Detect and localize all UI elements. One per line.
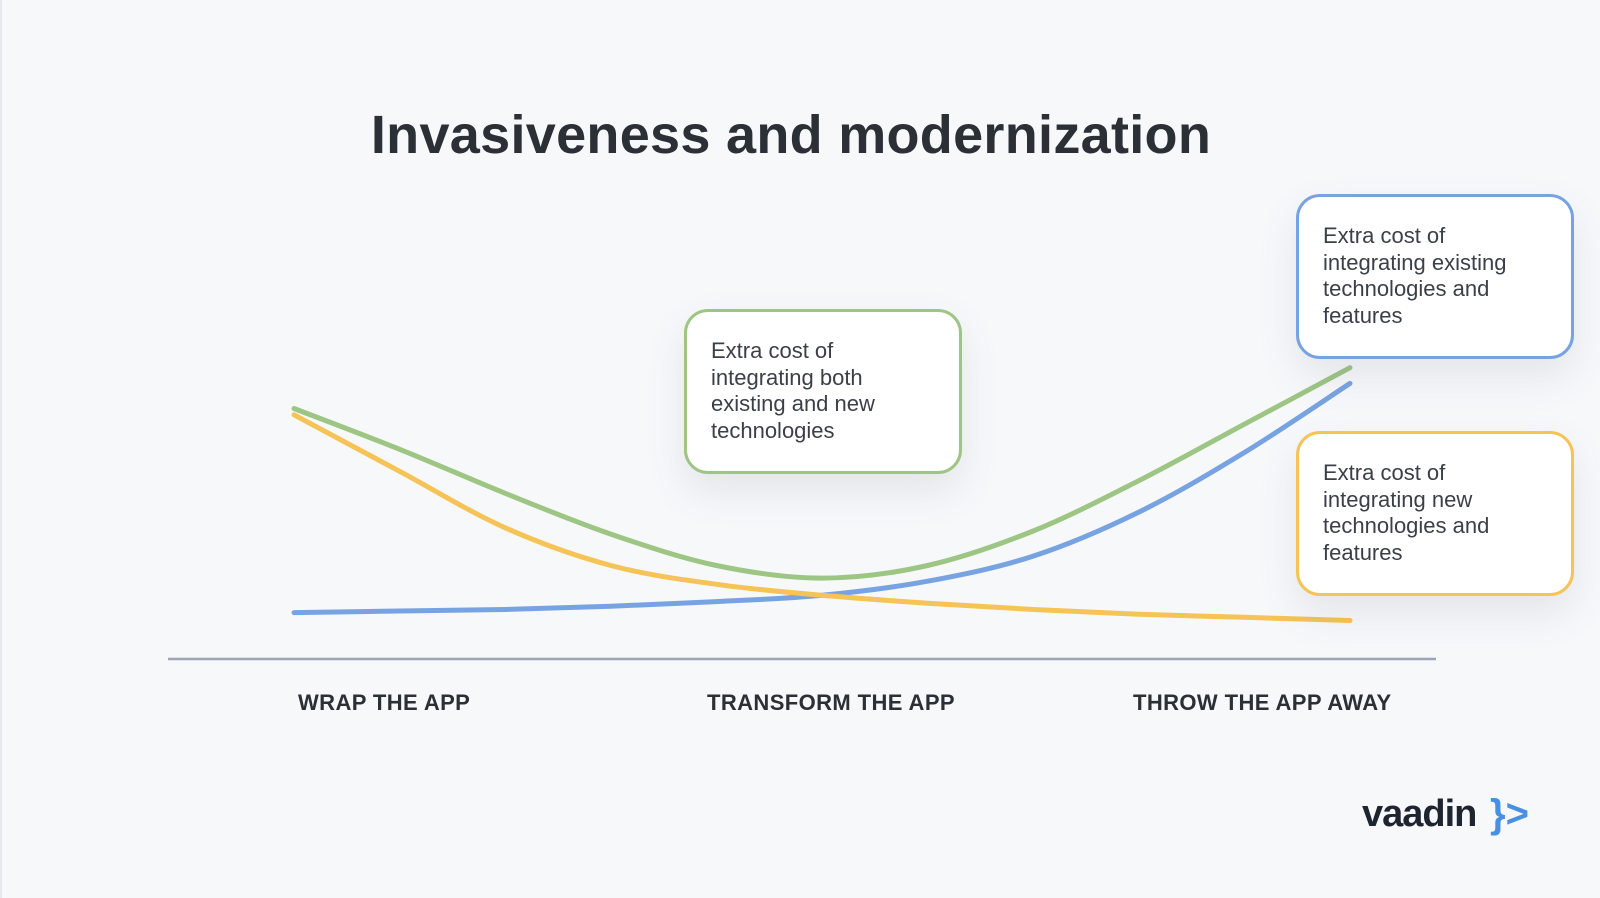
svg-text:vaadin: vaadin xyxy=(1362,793,1476,835)
vaadin-logo: vaadin }> xyxy=(1362,790,1542,840)
vaadin-logo-mark: vaadin }> xyxy=(1362,792,1529,836)
series-line-green xyxy=(291,365,1353,581)
x-tick-label-throw: THROW THE APP AWAY xyxy=(1133,690,1392,715)
callout-blue: Extra cost of integrating existing techn… xyxy=(1296,194,1574,359)
x-tick-label-wrap: WRAP THE APP xyxy=(298,690,471,715)
callout-orange: Extra cost of integrating new technologi… xyxy=(1296,431,1574,596)
series-line-orange xyxy=(291,412,1353,623)
callout-green: Extra cost of integrating both existing … xyxy=(684,309,962,474)
callout-orange-text: Extra cost of integrating new technologi… xyxy=(1323,460,1490,565)
page-title: Invasiveness and modernization xyxy=(370,105,1212,165)
callout-green-text: Extra cost of integrating both existing … xyxy=(711,338,875,443)
svg-text:}>: }> xyxy=(1490,792,1529,836)
x-tick-label-transform: TRANSFORM THE APP xyxy=(707,690,955,715)
callout-blue-text: Extra cost of integrating existing techn… xyxy=(1323,223,1507,328)
slide-left-edge xyxy=(0,0,2,898)
